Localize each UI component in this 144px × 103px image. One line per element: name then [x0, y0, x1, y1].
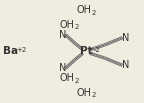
- Text: -2: -2: [93, 47, 100, 53]
- Text: Ba: Ba: [2, 46, 18, 57]
- Text: OH: OH: [60, 73, 75, 83]
- Text: 2: 2: [91, 92, 96, 98]
- Text: +2: +2: [16, 47, 26, 53]
- Text: N: N: [122, 60, 129, 70]
- Text: N: N: [59, 63, 66, 74]
- Text: OH: OH: [76, 5, 91, 15]
- Text: Pt: Pt: [80, 46, 93, 57]
- Text: 2: 2: [75, 24, 79, 30]
- Text: N: N: [122, 33, 129, 43]
- Text: 2: 2: [75, 78, 79, 84]
- Text: OH: OH: [76, 88, 91, 98]
- Text: 2: 2: [91, 10, 96, 16]
- Text: OH: OH: [60, 20, 75, 30]
- Text: N: N: [59, 29, 66, 40]
